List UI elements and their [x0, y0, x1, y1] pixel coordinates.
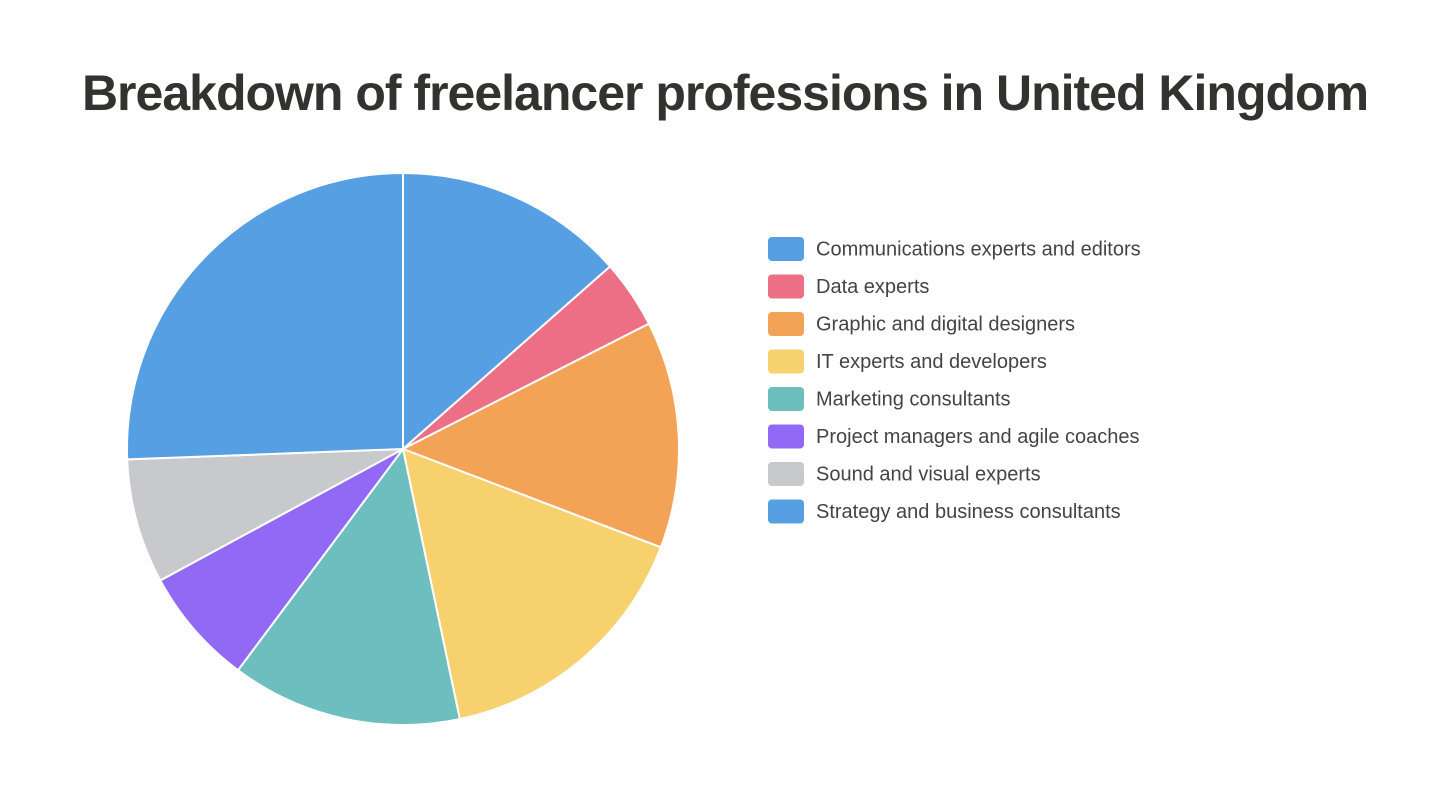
- legend-label: Data experts: [816, 276, 929, 298]
- pie-slice: [126, 171, 404, 461]
- legend-swatch: [768, 424, 804, 449]
- pie-slice: [126, 448, 404, 582]
- legend-swatch: [768, 237, 804, 261]
- legend-label: Project managers and agile coaches: [816, 426, 1140, 448]
- legend-swatch: [768, 387, 804, 411]
- legend-label: Strategy and business consultants: [816, 501, 1121, 523]
- legend-swatch: [768, 499, 804, 524]
- pie-slice: [400, 322, 680, 549]
- legend-swatch: [768, 312, 804, 336]
- legend-swatch: [768, 274, 804, 299]
- pie-slice: [401, 447, 663, 721]
- legend-label: Sound and visual experts: [816, 463, 1041, 485]
- legend-swatch: [768, 462, 804, 486]
- legend-label: Communications experts and editors: [816, 238, 1141, 260]
- legend-label: IT experts and developers: [816, 351, 1047, 373]
- chart-title: Breakdown of freelancer professions in U…: [82, 65, 1368, 121]
- pie-slice: [236, 446, 462, 726]
- legend-label: Marketing consultants: [816, 388, 1011, 410]
- pie-slice: [402, 171, 612, 452]
- legend-label: Graphic and digital designers: [816, 313, 1075, 335]
- legend-swatch: [768, 349, 804, 374]
- pie-slice: [158, 448, 404, 672]
